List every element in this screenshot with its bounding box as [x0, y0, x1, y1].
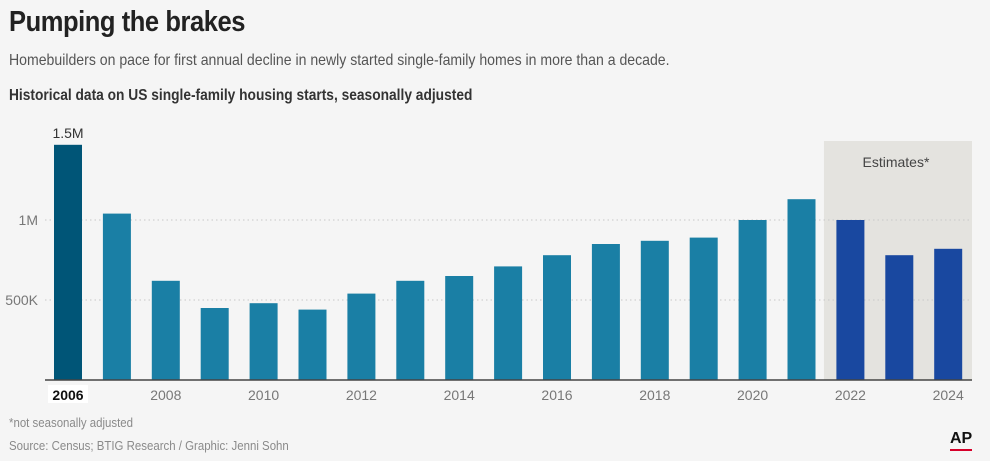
bar-2020	[738, 220, 767, 380]
bar-2011	[298, 309, 327, 380]
chart-heading: Historical data on US single-family hous…	[9, 87, 473, 104]
bar-2024	[934, 248, 963, 380]
bar-2016	[543, 255, 571, 380]
x-tick-label: 2014	[444, 387, 475, 403]
y-tick-label: 500K	[5, 292, 38, 308]
bar-2009	[200, 308, 229, 380]
chart-title: Pumping the brakes	[9, 6, 245, 38]
x-tick-label: 2006	[52, 387, 83, 403]
x-tick-label: 2010	[248, 387, 279, 403]
x-tick-label: 2016	[541, 387, 572, 403]
bar-2008	[151, 280, 180, 380]
bar-2014	[445, 276, 474, 380]
estimates-label: Estimates*	[863, 154, 930, 170]
x-tick-label: 2008	[150, 387, 181, 403]
x-tick-label: 2024	[933, 387, 964, 403]
footnote: *not seasonally adjusted	[9, 415, 134, 430]
bar-2013	[396, 280, 425, 380]
bar-2012	[347, 293, 376, 380]
bar-2007	[102, 213, 131, 380]
y-tick-label: 1M	[19, 212, 38, 228]
bar-2017	[591, 244, 620, 380]
source-credit: Source: Census; BTIG Research / Graphic:…	[9, 438, 289, 453]
bar-2018	[640, 240, 669, 380]
bar-2006	[54, 144, 82, 380]
bar-2019	[689, 237, 718, 380]
bar-2010	[249, 303, 278, 380]
x-tick-label: 2012	[346, 387, 377, 403]
ap-logo: AP	[950, 430, 973, 451]
x-tick-label: 2020	[737, 387, 768, 403]
x-tick-highlight-bg	[48, 385, 88, 403]
bar-2023	[885, 255, 914, 380]
data-label-2006: 1.5M	[52, 125, 83, 141]
bar-2022	[836, 220, 865, 380]
chart-subtitle: Homebuilders on pace for first annual de…	[9, 52, 670, 69]
bar-2021	[787, 199, 816, 380]
bar-2015	[494, 266, 523, 380]
x-tick-label: 2018	[639, 387, 670, 403]
x-tick-label: 2022	[835, 387, 866, 403]
